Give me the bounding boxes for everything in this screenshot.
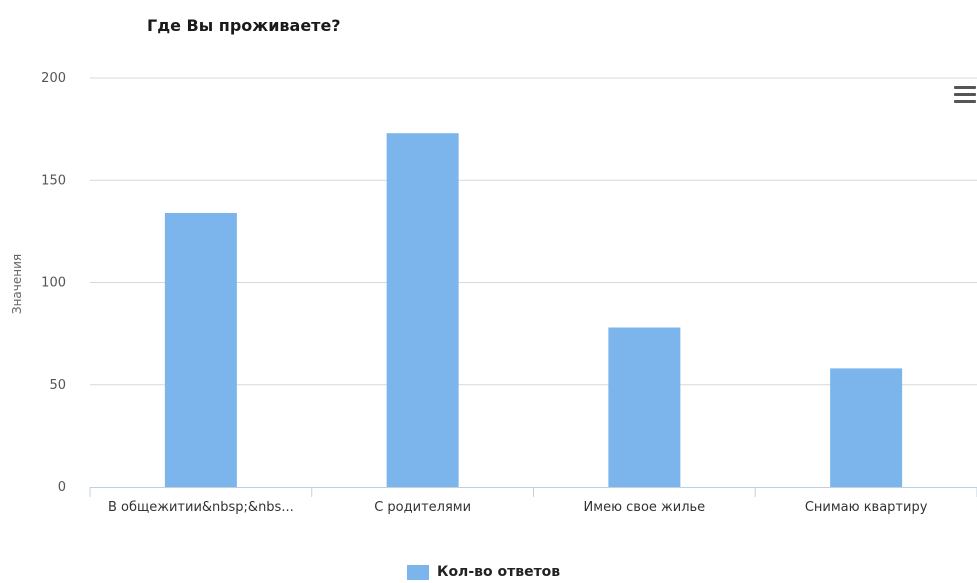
bar[interactable] — [830, 368, 903, 487]
y-tick-label: 150 — [41, 173, 66, 188]
legend-item[interactable]: Кол-во ответов — [407, 564, 560, 580]
x-tick-label: Имею свое жилье — [584, 500, 706, 515]
y-tick-label: 50 — [49, 378, 66, 393]
legend-label: Кол-во ответов — [437, 564, 561, 580]
y-tick-label: 100 — [41, 276, 66, 291]
x-tick-label: Снимаю квартиру — [805, 500, 928, 515]
x-tick-label: С родителями — [374, 500, 471, 515]
chart-title: Где Вы проживаете? — [147, 16, 341, 35]
bar[interactable] — [386, 133, 459, 487]
hamburger-menu-icon[interactable] — [954, 86, 976, 104]
grid-lines — [90, 77, 977, 386]
x-tick-label: В общежитии&nbsp;&nbs... — [108, 500, 294, 515]
bars — [164, 133, 903, 487]
bar[interactable] — [608, 327, 681, 487]
y-axis-ticks: 0 50 100 150 200 — [41, 71, 66, 495]
y-axis-label: Значения — [10, 254, 24, 314]
legend-swatch — [407, 564, 429, 580]
bar[interactable] — [164, 212, 237, 487]
x-axis: В общежитии&nbsp;&nbs... С родителями Имею… — [89, 487, 977, 515]
y-tick-label: 0 — [58, 480, 66, 495]
y-tick-label: 200 — [41, 71, 66, 86]
